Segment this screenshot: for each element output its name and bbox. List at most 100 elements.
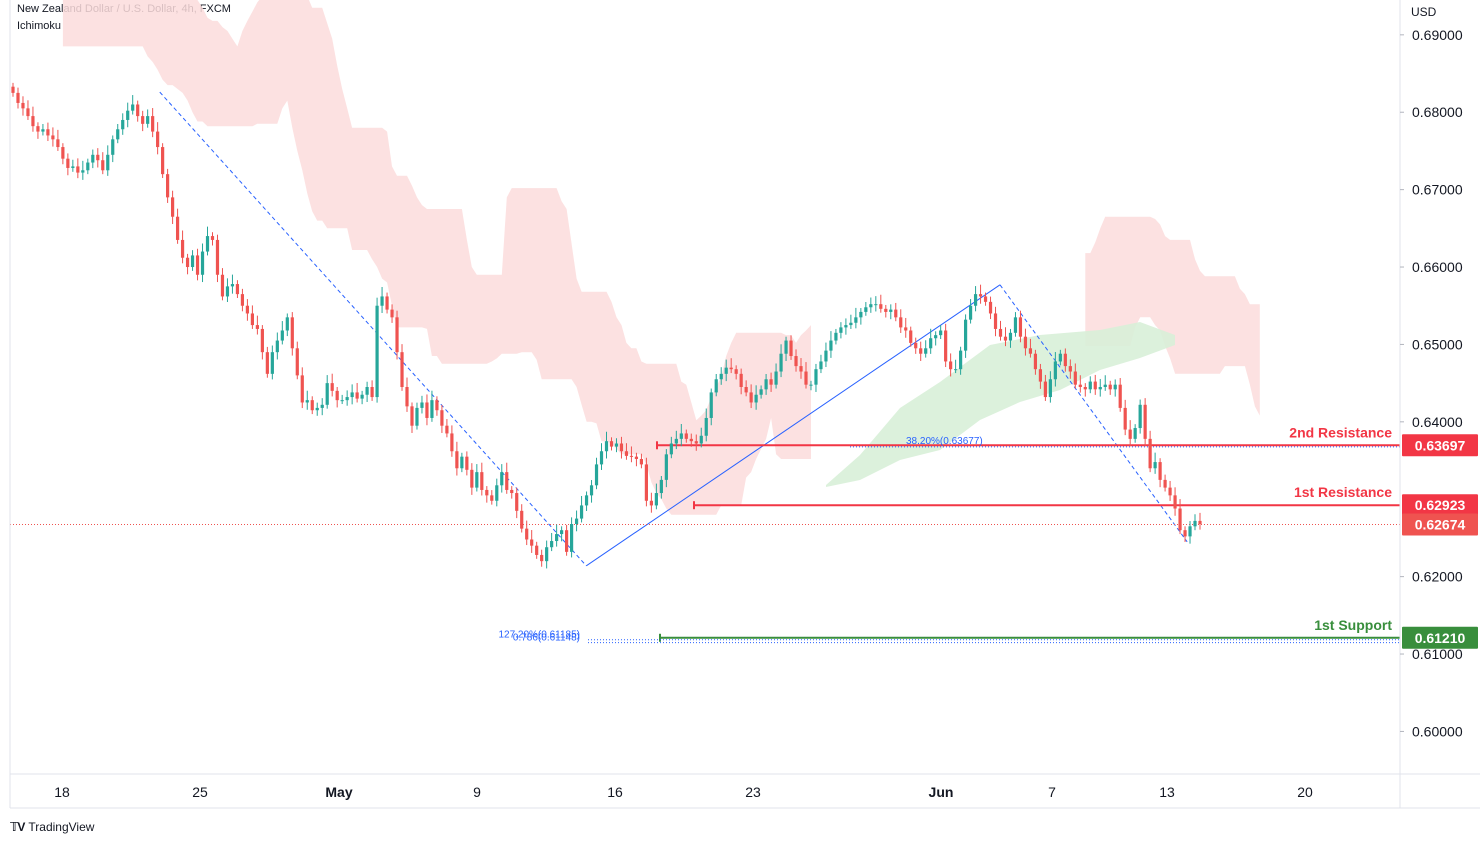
candle-body [704,417,708,436]
indicator-label[interactable]: Ichimoku [17,20,62,32]
tradingview-logo-icon: 𝕋V [10,820,25,834]
candle [924,340,928,358]
candle-body [300,375,304,403]
candle-body [1043,381,1047,398]
candle [654,483,658,510]
candle-body [495,485,499,501]
candle [475,464,479,492]
candle-body [375,305,379,398]
level-price-label-1: 0.63697 [1415,437,1466,453]
candle-body [180,239,185,258]
candle [405,377,409,412]
candle-body [1083,387,1087,390]
candle-body [779,353,783,372]
candle-body [290,317,294,349]
candle-body [624,451,629,456]
candle [385,292,389,314]
candle-body [1143,404,1147,439]
candle [794,349,798,372]
candle-body [106,154,110,171]
candle-body [410,406,414,426]
candle [31,106,35,132]
candle [844,318,848,335]
candle [679,423,683,447]
candle [1113,379,1117,397]
candle-body [1103,384,1107,387]
candle-body [46,129,50,136]
candle-body [1038,369,1043,382]
candle-body [166,174,170,198]
candle [230,274,235,294]
candle [190,250,195,271]
candle-body [520,510,524,529]
candle [490,490,494,505]
candle [46,122,50,142]
candle-body [345,397,349,401]
candle [754,385,758,410]
candle [634,452,639,467]
candle-body [310,400,314,411]
candle-body [1133,428,1137,439]
candle-body [784,340,788,354]
candle-body [116,129,120,140]
candle [719,367,723,385]
candle [894,302,898,322]
candle [455,441,459,476]
candle [644,457,648,507]
candle-body [1033,353,1038,370]
candle-body [589,485,594,496]
candle [963,314,968,358]
candle [430,390,434,422]
candle [749,384,753,409]
candle [355,382,359,403]
candle [400,344,404,391]
candle [774,363,778,389]
candle-body [485,489,489,496]
candle-body [909,330,913,343]
cloud-bear-1 [62,0,811,515]
candle-body [729,367,733,370]
candle [41,123,45,136]
candle [560,526,564,542]
candle-body [215,239,220,275]
brand[interactable]: 𝕋V TradingView [10,820,94,834]
candle [954,359,958,374]
candle [250,305,254,329]
candle-body [1183,530,1187,537]
candle [101,152,105,175]
candle [470,463,474,495]
fib-label-1: 38.20%(0.63677) [906,436,983,447]
candle [350,384,354,405]
candle [1138,399,1142,434]
candle [365,381,369,403]
candle-body [954,369,958,371]
candle [166,168,170,203]
candle-body [21,102,25,109]
candle [799,358,803,379]
candle [669,436,673,459]
trendline-1 [159,91,587,567]
candle-body [1118,384,1122,408]
candle-body [355,392,359,399]
time-tick-label: 7 [1048,784,1056,800]
candle [1018,310,1023,343]
candle [968,299,973,324]
candle-body [594,464,599,486]
level-price-label-2-bg [1402,494,1478,517]
candle [714,373,718,397]
candle-body [599,451,604,465]
candle [1088,376,1092,394]
candle-body [415,407,419,426]
price-tick-label: 0.66000 [1412,259,1463,275]
candle-body [510,489,514,494]
candle [729,358,733,374]
candle [1123,399,1127,436]
candle [161,143,165,179]
candle [210,232,215,246]
candle [1128,420,1132,447]
candle-body [584,495,589,506]
candle-body [1148,438,1152,469]
candle-body [949,361,953,370]
candle [744,380,748,397]
